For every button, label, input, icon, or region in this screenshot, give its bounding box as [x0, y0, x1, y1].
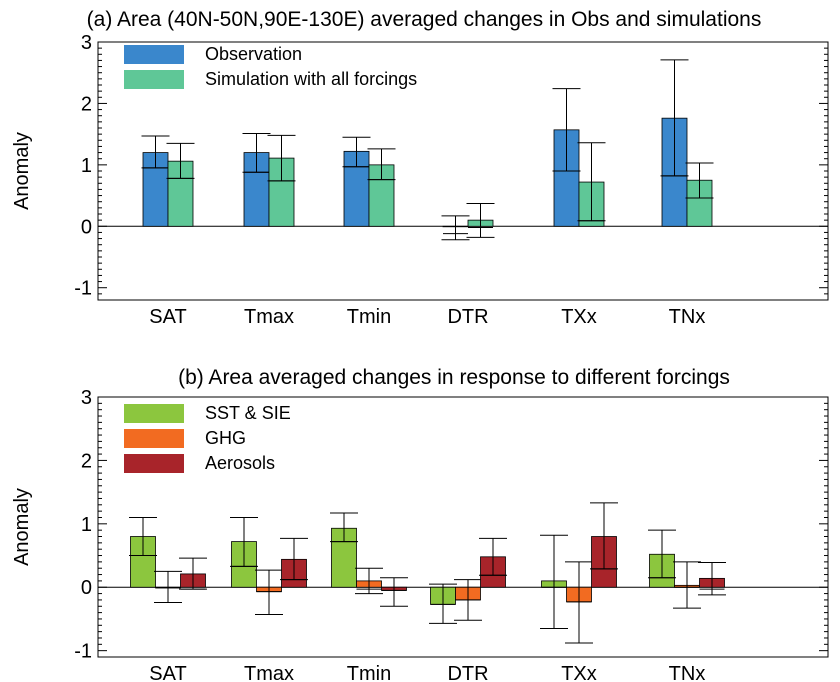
plot-frame — [97, 396, 829, 658]
panel-b: (b) Area averaged changes in response to… — [11, 366, 829, 682]
category-label: DTR — [447, 663, 488, 682]
y-tick-label: 0 — [81, 216, 92, 238]
chart-title: (a) Area (40N-50N,90E-130E) averaged cha… — [87, 8, 762, 31]
y-tick-label: -1 — [74, 641, 92, 663]
category-label: Tmin — [347, 663, 391, 682]
y-axis-label: Anomaly — [11, 488, 33, 566]
legend-swatch — [124, 454, 184, 473]
legend-swatch — [124, 45, 184, 64]
legend-label: Observation — [205, 44, 302, 64]
category-label: Tmin — [347, 306, 391, 328]
legend-swatch — [124, 404, 184, 423]
y-tick-label: 0 — [81, 577, 92, 599]
category-label: TXx — [561, 306, 597, 328]
legend-label: Simulation with all forcings — [205, 69, 417, 89]
category-label: DTR — [447, 306, 488, 328]
y-tick-label: -1 — [74, 278, 92, 300]
legend-label: Aerosols — [205, 453, 275, 473]
legend-label: GHG — [205, 428, 246, 448]
y-axis-label: Anomaly — [11, 132, 33, 210]
legend-swatch — [124, 70, 184, 89]
chart-title: (b) Area averaged changes in response to… — [178, 366, 730, 389]
y-tick-label: 1 — [81, 155, 92, 177]
legend-label: SST & SIE — [205, 403, 291, 423]
category-label: Tmax — [244, 663, 294, 682]
y-tick-label: 1 — [81, 514, 92, 536]
y-tick-label: 2 — [81, 450, 92, 472]
y-tick-label: 2 — [81, 93, 92, 115]
category-label: TNx — [669, 663, 706, 682]
panel-a: (a) Area (40N-50N,90E-130E) averaged cha… — [11, 8, 829, 328]
category-label: TXx — [561, 663, 597, 682]
category-label: Tmax — [244, 306, 294, 328]
legend-swatch — [124, 429, 184, 448]
category-label: SAT — [149, 306, 186, 328]
y-tick-label: 3 — [81, 387, 92, 409]
y-tick-label: 3 — [81, 32, 92, 54]
category-label: SAT — [149, 663, 186, 682]
category-label: TNx — [669, 306, 706, 328]
